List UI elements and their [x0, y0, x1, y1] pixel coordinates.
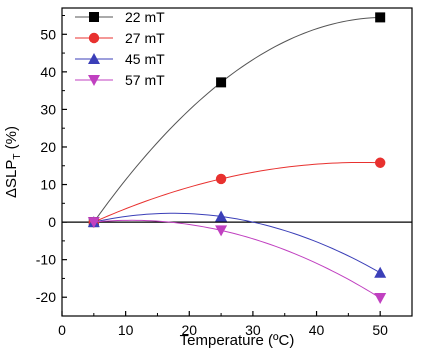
x-tick-label: 30: [245, 322, 261, 338]
y-axis-title-subscript: T: [12, 154, 23, 160]
legend-label: 45 mT: [125, 51, 165, 67]
legend-label: 27 mT: [125, 30, 165, 46]
x-axis-title: Temperature (ºC): [180, 332, 295, 349]
data-point-22-mt: [375, 12, 386, 23]
y-axis-title-main: ΔSLP: [3, 160, 20, 198]
legend-item-45-mt: 45 mT: [75, 51, 165, 67]
series-27-mt: [88, 157, 386, 228]
y-tick-label: 30: [40, 101, 56, 117]
legend-item-27-mt: 27 mT: [75, 30, 165, 46]
series-line-22-mt: [93, 16, 381, 223]
series-57-mt: [87, 217, 387, 304]
legend-item-57-mt: 57 mT: [75, 72, 165, 88]
data-point-27-mt: [374, 157, 386, 168]
data-point-57-mt: [215, 225, 228, 237]
y-tick-label: -10: [36, 252, 56, 268]
y-tick-label: 40: [40, 64, 56, 80]
data-point-45-mt: [374, 266, 387, 278]
data-point-57-mt: [87, 217, 100, 229]
y-tick-label: 20: [40, 139, 56, 155]
legend-label: 22 mT: [125, 9, 165, 25]
y-axis-title: ΔSLPT (%): [3, 126, 23, 198]
x-axis: 0 10 20 30 40 50: [58, 311, 388, 338]
y-tick-label: 10: [40, 177, 56, 193]
plot-frame: [61, 7, 413, 317]
series-line-27-mt: [93, 161, 381, 223]
legend-marker: [88, 75, 100, 86]
legend-marker: [89, 12, 99, 22]
y-tick-label: 50: [40, 26, 56, 42]
legend-item-22-mt: 22 mT: [75, 9, 165, 25]
series-line-57-mt: [93, 219, 381, 299]
legend-marker: [88, 53, 100, 64]
series-line-45-mt: [93, 212, 381, 274]
series-layer: [87, 12, 387, 304]
data-point-57-mt: [374, 292, 387, 304]
x-tick-label: 20: [181, 322, 197, 338]
y-tick-label: 0: [48, 214, 56, 230]
data-point-27-mt: [215, 173, 227, 185]
x-tick-label: 50: [372, 322, 388, 338]
x-tick-label: 40: [309, 322, 325, 338]
legend-label: 57 mT: [125, 72, 165, 88]
y-axis-title-unit: (%): [3, 126, 20, 154]
data-point-22-mt: [216, 77, 227, 88]
series-45-mt: [87, 210, 387, 278]
legend-marker: [88, 32, 100, 44]
legend: 22 mT 27 mT 45 mT 57 mT: [75, 9, 165, 88]
x-tick-label: 0: [58, 322, 66, 338]
y-axis: -20 -10 0 10 20 30 40 50: [36, 15, 67, 305]
x-tick-label: 10: [118, 322, 134, 338]
data-point-45-mt: [215, 210, 228, 222]
y-tick-label: -20: [36, 289, 56, 305]
